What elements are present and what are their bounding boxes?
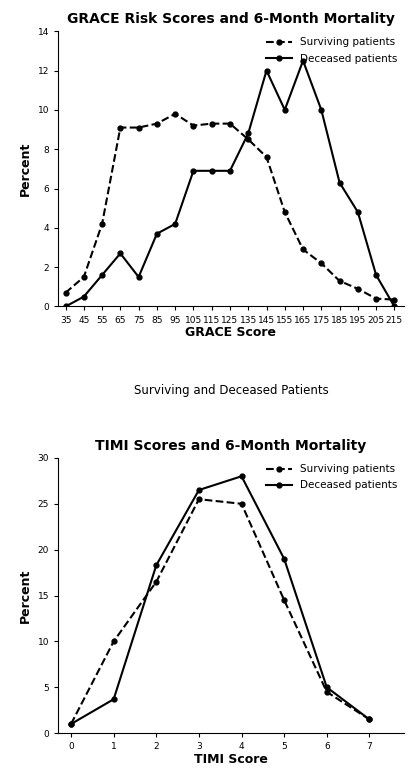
Surviving patients bbox=[196, 495, 201, 504]
X-axis label: TIMI Score: TIMI Score bbox=[194, 753, 268, 766]
Surviving patients bbox=[264, 152, 269, 161]
Deceased patients bbox=[63, 302, 68, 311]
Line: Surviving patients: Surviving patients bbox=[69, 497, 372, 726]
Surviving patients bbox=[191, 121, 196, 130]
Deceased patients bbox=[154, 229, 159, 239]
Surviving patients bbox=[246, 135, 251, 144]
Deceased patients bbox=[374, 271, 379, 280]
Surviving patients bbox=[69, 719, 74, 729]
Surviving patients bbox=[300, 245, 305, 254]
Surviving patients bbox=[154, 119, 159, 128]
Surviving patients bbox=[374, 294, 379, 303]
Surviving patients bbox=[282, 595, 287, 604]
Deceased patients bbox=[99, 271, 104, 280]
Deceased patients bbox=[324, 682, 329, 692]
Deceased patients bbox=[246, 129, 251, 138]
Deceased patients bbox=[319, 105, 324, 115]
Line: Surviving patients: Surviving patients bbox=[63, 112, 397, 302]
Deceased patients bbox=[209, 166, 214, 176]
Y-axis label: Percent: Percent bbox=[19, 142, 32, 196]
Line: Deceased patients: Deceased patients bbox=[63, 58, 397, 309]
Surviving patients bbox=[392, 295, 397, 304]
Deceased patients bbox=[300, 56, 305, 66]
Deceased patients bbox=[337, 178, 342, 187]
Surviving patients bbox=[63, 288, 68, 297]
Surviving patients bbox=[118, 123, 123, 133]
Surviving patients bbox=[209, 119, 214, 128]
Surviving patients bbox=[337, 276, 342, 285]
Surviving patients bbox=[319, 258, 324, 268]
Surviving patients bbox=[173, 109, 178, 119]
Surviving patients bbox=[239, 499, 244, 509]
Surviving patients bbox=[136, 123, 141, 133]
Legend: Surviving patients, Deceased patients: Surviving patients, Deceased patients bbox=[261, 460, 401, 495]
Line: Deceased patients: Deceased patients bbox=[69, 473, 372, 726]
Deceased patients bbox=[392, 302, 397, 311]
Surviving patients bbox=[154, 577, 159, 587]
Title: TIMI Scores and 6-Month Mortality: TIMI Scores and 6-Month Mortality bbox=[95, 438, 366, 452]
Surviving patients bbox=[355, 284, 360, 293]
Surviving patients bbox=[282, 207, 287, 217]
Deceased patients bbox=[239, 472, 244, 481]
Surviving patients bbox=[228, 119, 233, 128]
X-axis label: GRACE Score: GRACE Score bbox=[186, 326, 276, 339]
Deceased patients bbox=[111, 694, 116, 704]
Surviving patients bbox=[81, 272, 86, 282]
Deceased patients bbox=[282, 105, 287, 115]
Deceased patients bbox=[355, 207, 360, 217]
Deceased patients bbox=[136, 272, 141, 282]
Surviving patients bbox=[367, 714, 372, 724]
Surviving patients bbox=[324, 687, 329, 697]
Deceased patients bbox=[191, 166, 196, 176]
Y-axis label: Percent: Percent bbox=[19, 569, 32, 622]
Title: GRACE Risk Scores and 6-Month Mortality: GRACE Risk Scores and 6-Month Mortality bbox=[67, 12, 395, 26]
Deceased patients bbox=[367, 714, 372, 724]
Deceased patients bbox=[173, 219, 178, 229]
Deceased patients bbox=[228, 166, 233, 176]
Text: Surviving and Deceased Patients: Surviving and Deceased Patients bbox=[134, 384, 328, 396]
Deceased patients bbox=[154, 561, 159, 570]
Deceased patients bbox=[69, 719, 74, 729]
Deceased patients bbox=[282, 554, 287, 563]
Deceased patients bbox=[118, 249, 123, 258]
Surviving patients bbox=[111, 636, 116, 646]
Legend: Surviving patients, Deceased patients: Surviving patients, Deceased patients bbox=[261, 34, 401, 68]
Surviving patients bbox=[99, 219, 104, 229]
Deceased patients bbox=[264, 66, 269, 75]
Deceased patients bbox=[196, 485, 201, 495]
Deceased patients bbox=[81, 292, 86, 301]
